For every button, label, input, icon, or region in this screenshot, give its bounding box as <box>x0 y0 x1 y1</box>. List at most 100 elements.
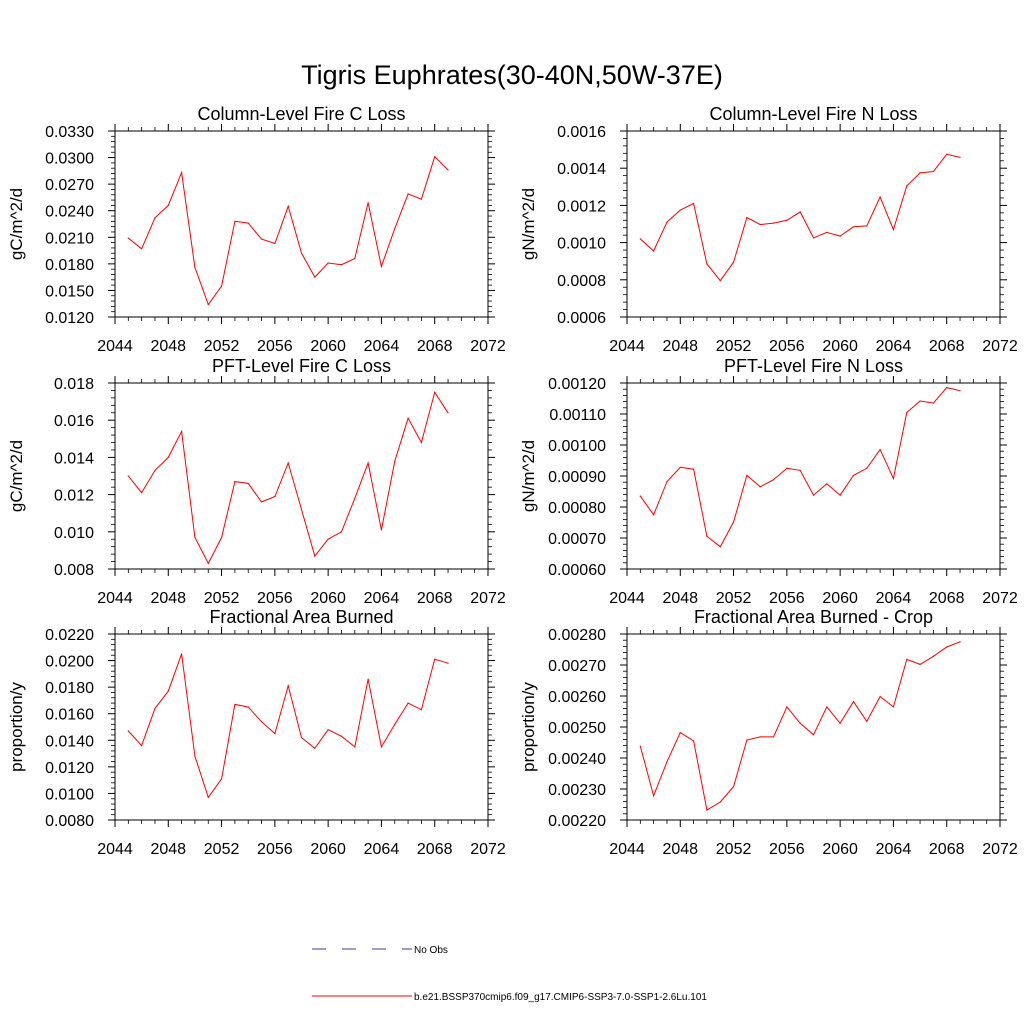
x-tick-label: 2048 <box>150 841 186 858</box>
data-point <box>260 501 263 503</box>
data-point <box>693 468 695 470</box>
y-tick-label: 0.0160 <box>45 707 94 724</box>
data-point <box>234 703 236 706</box>
data-point <box>181 653 183 655</box>
plot-frame <box>114 382 489 570</box>
data-point <box>732 785 735 788</box>
x-tick-label: 2052 <box>204 841 240 858</box>
y-tick-label: 0.0008 <box>557 273 606 290</box>
data-point <box>706 535 708 538</box>
data-point <box>932 655 934 657</box>
y-tick-label: 0.00260 <box>548 689 606 706</box>
x-tick-label: 2060 <box>310 841 346 858</box>
data-point <box>167 690 169 692</box>
x-tick-label: 2072 <box>470 841 506 858</box>
data-point <box>394 723 396 725</box>
data-point <box>679 209 681 211</box>
data-point <box>679 731 681 734</box>
x-tick-label: 2052 <box>716 338 752 355</box>
data-point <box>420 198 422 200</box>
data-point <box>181 172 183 174</box>
x-tick-label: 2052 <box>204 590 240 607</box>
data-point <box>932 402 934 404</box>
x-tick-label: 2064 <box>876 841 912 858</box>
panel-title: Column-Level Fire N Loss <box>709 104 917 124</box>
data-point <box>327 538 329 540</box>
data-point <box>287 205 289 207</box>
x-tick-label: 2052 <box>716 841 752 858</box>
plot-frame <box>626 382 1001 570</box>
data-point <box>260 721 263 723</box>
data-point <box>946 387 948 389</box>
data-point <box>772 479 775 481</box>
chart-panel-2: 2044 2048 2052 2056 2060 2064 2068 2072 0.0006 0.… <box>519 104 1018 355</box>
y-axis-label: gN/m^2/d <box>519 440 538 512</box>
y-tick-label: 0.00080 <box>548 500 606 517</box>
y-tick-label: 0.0120 <box>45 760 94 777</box>
data-point <box>759 736 761 738</box>
data-point <box>759 223 761 226</box>
y-tick-label: 0.0180 <box>45 257 94 274</box>
y-tick-label: 0.00090 <box>548 469 606 486</box>
data-point <box>839 722 841 724</box>
data-point <box>679 466 681 468</box>
data-point <box>919 172 921 174</box>
panel-title: PFT-Level Fire N Loss <box>724 356 903 376</box>
data-point <box>194 536 196 538</box>
x-tick-label: 2056 <box>769 338 805 355</box>
data-point <box>826 231 828 233</box>
data-point <box>906 658 908 661</box>
data-point <box>719 801 721 803</box>
x-tick-label: 2044 <box>97 841 133 858</box>
data-point <box>247 706 249 708</box>
data-point <box>354 497 356 499</box>
data-point <box>141 745 143 747</box>
y-tick-label: 0.0200 <box>45 654 94 671</box>
y-tick-label: 0.0210 <box>45 230 94 247</box>
data-point <box>852 226 855 228</box>
data-point <box>247 482 249 485</box>
data-point <box>141 492 143 494</box>
chart-panel-5: 2044 2048 2052 2056 2060 2064 2068 2072 0.0080 0.… <box>7 607 506 858</box>
x-tick-label: 2072 <box>982 841 1018 858</box>
data-point <box>732 521 735 523</box>
data-point <box>407 702 409 704</box>
chart-panel-1: 2044 2048 2052 2056 2060 2064 2068 2072 0.0120 0.… <box>7 104 506 355</box>
y-tick-label: 0.00250 <box>548 720 606 737</box>
data-point <box>772 222 775 224</box>
y-tick-label: 0.00100 <box>548 438 606 455</box>
data-point <box>447 169 449 171</box>
data-point <box>732 261 735 263</box>
data-point <box>380 746 383 748</box>
data-point <box>879 196 881 198</box>
data-point <box>420 441 422 444</box>
chart-panel-4: 2044 2048 2052 2056 2060 2064 2068 2072 0.00060 0… <box>519 356 1018 607</box>
data-point <box>220 778 223 780</box>
y-tick-label: 0.0080 <box>45 813 94 830</box>
y-tick-label: 0.00220 <box>548 813 606 830</box>
data-point <box>141 248 143 250</box>
data-point <box>746 216 748 219</box>
y-tick-label: 0.0140 <box>45 733 94 750</box>
data-point <box>287 685 289 687</box>
data-point <box>314 747 316 749</box>
data-point <box>407 417 409 419</box>
data-point <box>260 238 263 240</box>
x-tick-label: 2044 <box>97 590 133 607</box>
data-point <box>892 706 895 708</box>
y-tick-label: 0.008 <box>54 562 94 579</box>
data-point <box>666 221 668 223</box>
x-tick-label: 2068 <box>929 338 965 355</box>
data-point <box>154 707 156 710</box>
data-point <box>639 495 641 497</box>
x-tick-label: 2048 <box>150 590 186 607</box>
x-tick-label: 2048 <box>662 841 698 858</box>
x-tick-label: 2056 <box>257 338 293 355</box>
series-line <box>639 641 961 811</box>
x-tick-label: 2048 <box>662 590 698 607</box>
y-tick-label: 0.0270 <box>45 177 94 194</box>
y-tick-label: 0.010 <box>54 525 94 542</box>
y-tick-label: 0.0010 <box>557 236 606 253</box>
chart-panel-3: 2044 2048 2052 2056 2060 2064 2068 2072 0.008 0.0… <box>7 356 506 607</box>
data-point <box>852 474 855 476</box>
